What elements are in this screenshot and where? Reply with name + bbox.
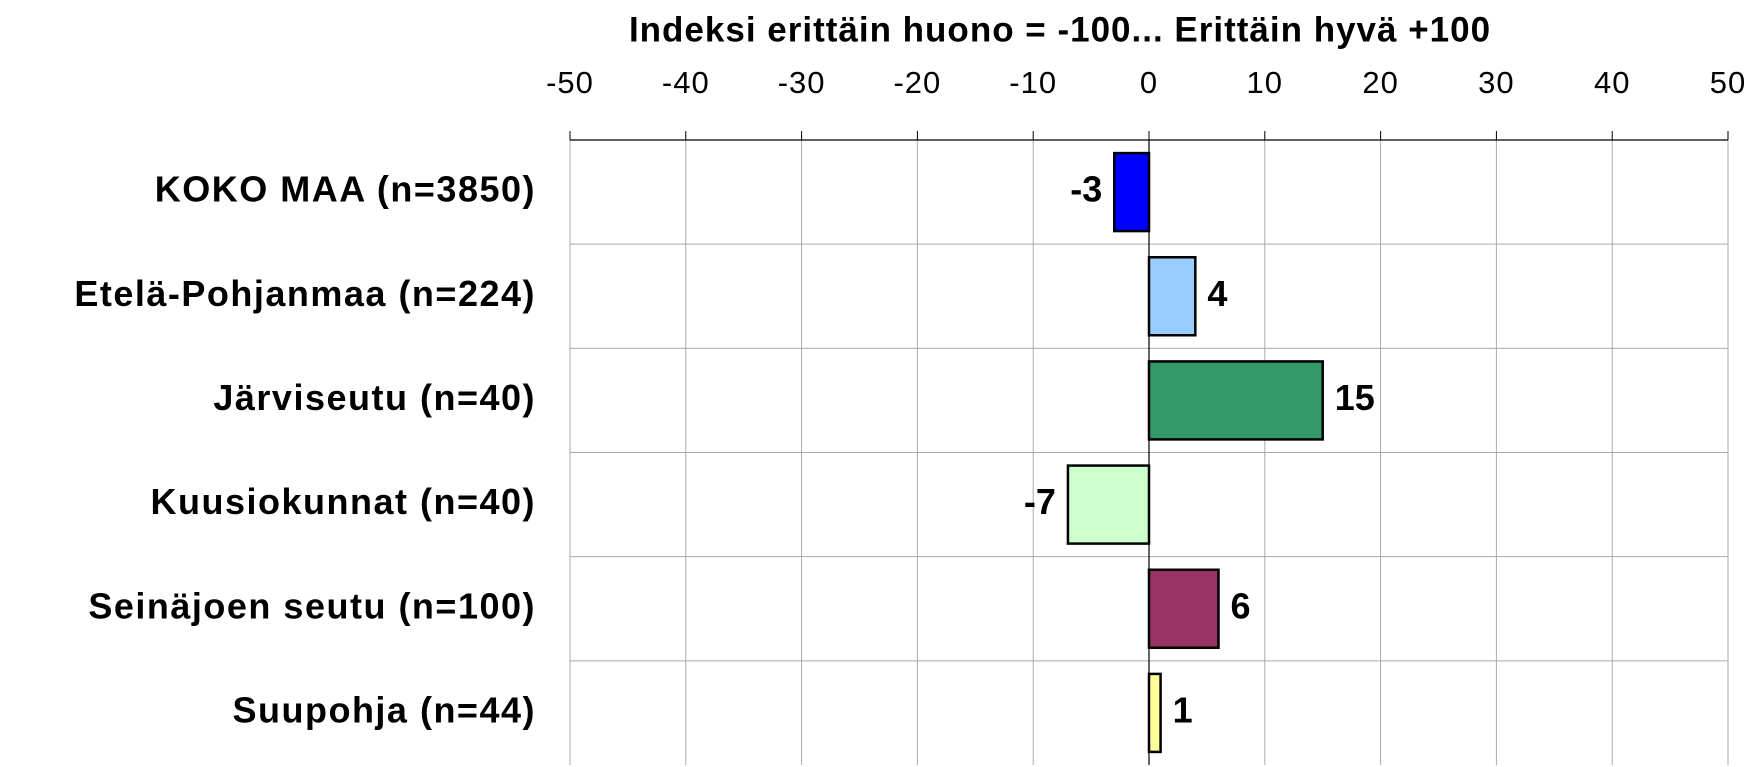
y-tick-label: Seinäjoen seutu (n=100) xyxy=(88,585,536,626)
bar xyxy=(1066,464,1151,545)
bar xyxy=(1147,256,1197,337)
x-tick-label: 40 xyxy=(1594,65,1630,100)
y-tick-label: Etelä-Pohjanmaa (n=224) xyxy=(74,273,536,314)
x-tick-label: -50 xyxy=(546,65,594,100)
y-tick-label: KOKO MAA (n=3850) xyxy=(155,169,536,210)
x-tick-label: -30 xyxy=(778,65,826,100)
x-tick-label: 50 xyxy=(1710,65,1746,100)
value-label: 1 xyxy=(1173,689,1193,730)
bar xyxy=(1147,360,1324,441)
chart-title: Indeksi erittäin huono = -100... Erittäi… xyxy=(629,10,1491,49)
y-tick-label: Järviseutu (n=40) xyxy=(213,377,536,418)
x-tick-label: -20 xyxy=(893,65,941,100)
y-tick-label: Kuusiokunnat (n=40) xyxy=(150,481,536,522)
bar xyxy=(1113,151,1151,233)
x-tick-label: 10 xyxy=(1247,65,1283,100)
x-tick-label: -40 xyxy=(662,65,710,100)
value-label: 15 xyxy=(1335,377,1375,418)
x-tick-label: 30 xyxy=(1478,65,1514,100)
bar xyxy=(1147,672,1162,754)
value-label: 4 xyxy=(1207,273,1227,314)
y-tick-label: Suupohja (n=44) xyxy=(232,689,536,730)
bar xyxy=(1147,568,1220,649)
x-tick-label: 20 xyxy=(1362,65,1398,100)
value-label: -7 xyxy=(1024,481,1056,522)
x-tick-label: 0 xyxy=(1140,65,1158,100)
value-label: -3 xyxy=(1070,169,1102,210)
value-label: 6 xyxy=(1230,585,1250,626)
x-tick-label: -10 xyxy=(1009,65,1057,100)
